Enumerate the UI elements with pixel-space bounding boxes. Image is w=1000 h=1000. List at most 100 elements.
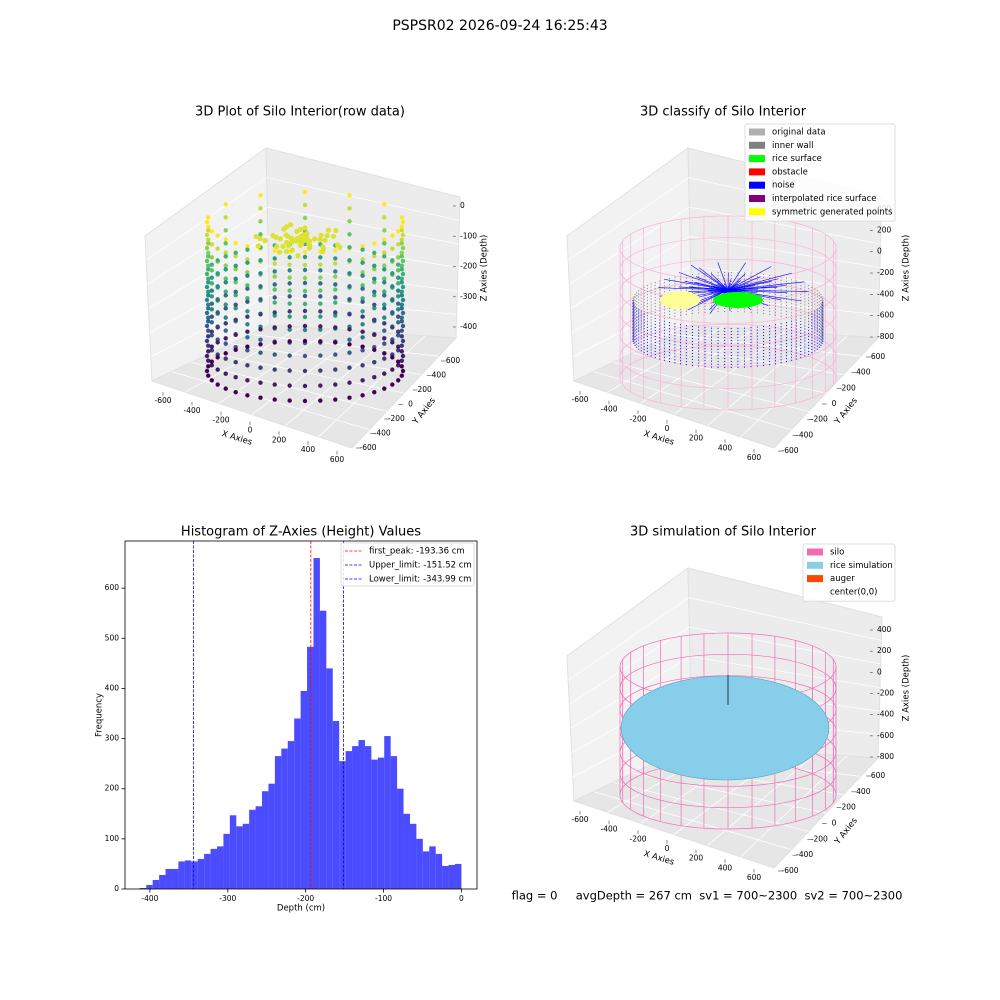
bar — [274, 756, 282, 889]
pane-grid — [569, 206, 881, 285]
cloud-dot — [382, 315, 387, 320]
cloud-dot — [287, 288, 292, 293]
cloud-dot — [382, 250, 387, 255]
cloud-dot — [287, 327, 292, 332]
cloud-dot — [333, 352, 338, 357]
cloud-dot — [206, 289, 211, 294]
cloud-dot — [333, 248, 338, 253]
pane-grid — [250, 333, 439, 357]
cloud-dot — [320, 248, 326, 255]
cloud-dot — [333, 287, 338, 292]
cloud-dot — [245, 270, 250, 275]
cloud-dot — [318, 262, 323, 267]
cloud-dot — [400, 338, 406, 344]
cloud-dot — [272, 256, 277, 261]
y-tick-label: 600 — [446, 356, 461, 365]
y-tick-label: 0 — [114, 884, 119, 893]
x-tick-label: 600 — [747, 453, 762, 462]
cloud-dot — [399, 263, 404, 268]
panel-title: 3D simulation of Silo Interior — [630, 525, 817, 540]
cloud-dot — [347, 193, 352, 198]
legend-swatch — [749, 155, 765, 163]
cloud-dot — [302, 189, 308, 195]
cloud-dot — [206, 373, 211, 378]
cloud-dot — [396, 288, 401, 293]
cloud-dot — [295, 253, 301, 259]
cloud-dot — [287, 301, 292, 306]
cloud-dot — [333, 340, 338, 345]
cloud-dot — [400, 232, 406, 238]
cloud-dot — [360, 299, 365, 304]
cloud-dot — [209, 255, 214, 260]
bar — [332, 721, 340, 889]
cloud-dot — [396, 363, 401, 368]
cloud-dot — [223, 321, 228, 326]
noise-ray — [727, 283, 738, 291]
cloud-dot — [233, 306, 238, 311]
bar — [319, 610, 327, 889]
cloud-dot — [302, 254, 308, 260]
bar — [204, 853, 211, 889]
cloud-dot — [283, 248, 290, 254]
x-tick-label: 400 — [718, 443, 733, 452]
cloud-dot — [209, 320, 214, 325]
cloud-dot — [396, 262, 401, 267]
cloud-dot — [270, 232, 276, 239]
panel-3d: 3D classify of Silo Interior -600 -400 -200… — [566, 105, 912, 462]
bar — [262, 791, 269, 889]
bar — [152, 879, 160, 889]
cloud-dot — [302, 314, 308, 320]
cloud-dot — [274, 244, 280, 250]
cloud-dot — [382, 336, 387, 341]
cloud-dot — [209, 262, 214, 267]
suptitle: PSPSR02 2026-09-24 16:25:43 — [392, 18, 607, 34]
panel-title: Histogram of Z-Axies (Height) Values — [181, 525, 421, 540]
cloud-dot — [277, 249, 283, 255]
x-tick-label: 400 — [301, 445, 316, 454]
cloud-dot — [287, 309, 292, 314]
cloud-dot — [245, 363, 250, 368]
bar — [236, 826, 243, 889]
bar — [191, 861, 198, 889]
z-tick-label: -200 — [877, 689, 894, 698]
cloud-dot — [204, 297, 210, 303]
cloud-dot — [382, 241, 387, 246]
pane-grid — [148, 236, 459, 309]
cloud-dot — [204, 284, 210, 290]
cloud-dot — [382, 263, 387, 268]
cloud-dot — [396, 344, 401, 349]
cloud-dot — [302, 323, 308, 329]
cloud-dot — [360, 378, 365, 383]
x-tick-label: 400 — [718, 863, 733, 872]
z-tick-label: 0 — [877, 667, 882, 676]
noise-ray — [727, 286, 778, 291]
y-tick-label: 200 — [418, 385, 433, 394]
cloud-dot — [209, 314, 214, 319]
cloud-dot — [245, 378, 250, 383]
cloud-dot — [399, 315, 404, 320]
cloud-dot — [272, 325, 277, 330]
cloud-dot — [253, 233, 259, 240]
cloud-dot — [209, 288, 214, 293]
cloud-dot — [347, 297, 352, 302]
bar — [165, 868, 172, 889]
cloud-dot — [347, 337, 352, 342]
cloud-dot — [302, 383, 308, 389]
cloud-dot — [302, 267, 308, 273]
bar — [384, 736, 391, 889]
cloud-dot — [206, 241, 211, 246]
cloud-dot — [360, 348, 365, 353]
bar — [364, 746, 372, 889]
bar — [403, 813, 410, 889]
cloud-dot — [318, 368, 323, 373]
panel-title: 3D Plot of Silo Interior(row data) — [195, 105, 405, 120]
cloud-dot — [209, 242, 214, 247]
z-tick-label: -300 — [460, 292, 477, 301]
cloud-dot — [206, 267, 211, 272]
cloud-dot — [318, 327, 323, 332]
cloud-dot — [258, 365, 263, 370]
cloud-dot — [245, 286, 250, 291]
z-tick-label: -600 — [877, 731, 894, 740]
cloud-dot — [399, 349, 404, 354]
cloud-dot — [302, 327, 308, 333]
